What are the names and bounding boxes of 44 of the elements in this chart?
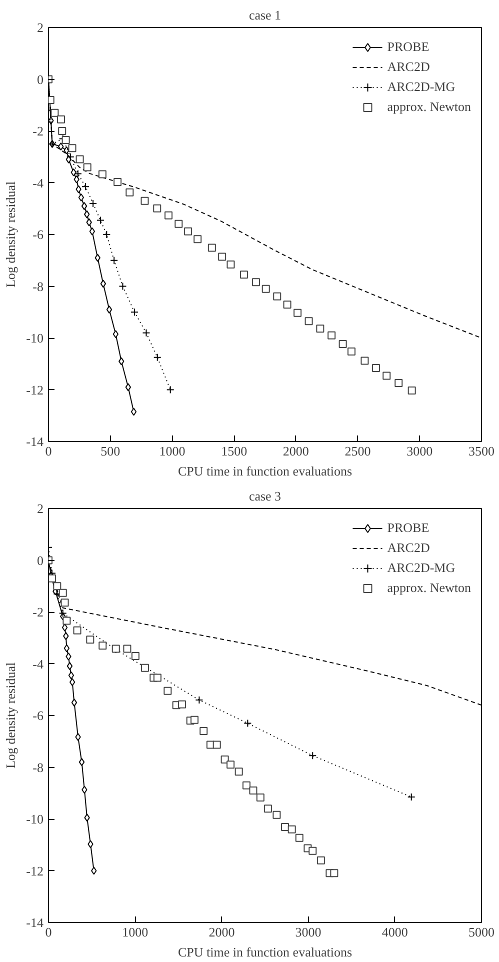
y-tick-label: -12 [26, 863, 44, 878]
y-tick-label: -8 [32, 278, 44, 294]
x-tick-label: 3000 [406, 444, 433, 458]
y-tick-label: -10 [26, 812, 44, 826]
legend-label: approx. Newton [387, 99, 471, 115]
y-tick-label: -4 [32, 175, 44, 190]
x-tick-label: 1000 [159, 444, 186, 458]
legend-label: ARC2D [387, 540, 430, 556]
legend-label: PROBE [387, 520, 430, 536]
y-tick-label: -14 [26, 434, 44, 449]
x-axis-title: CPU time in function evaluations [178, 464, 352, 478]
chart-title: case 1 [248, 8, 282, 22]
legend-label: approx. Newton [387, 580, 471, 596]
y-tick-label: -2 [32, 124, 44, 138]
y-axis-title: Log density residual [3, 662, 18, 769]
x-axis-title: CPU time in function evaluations [178, 944, 352, 960]
chart-title: case 3 [248, 488, 282, 504]
x-tick-label: 500 [100, 444, 120, 458]
y-tick-label: -8 [32, 760, 44, 775]
x-tick-label: 1500 [221, 444, 248, 458]
x-tick-label: 2500 [344, 444, 371, 458]
y-tick-label: 0 [37, 552, 44, 568]
x-tick-label: 3000 [295, 924, 322, 940]
legend-label: ARC2D-MG [387, 79, 456, 95]
y-tick-label: 2 [37, 20, 44, 35]
y-tick-label: -12 [26, 382, 44, 398]
x-tick-label: 4000 [382, 924, 408, 940]
legend-label: ARC2D [387, 59, 430, 75]
y-tick-label: -6 [32, 708, 44, 723]
legend-label: PROBE [387, 39, 430, 55]
x-tick-label: 2000 [208, 924, 235, 940]
y-tick-label: -2 [32, 604, 44, 620]
x-tick-label: 5000 [468, 924, 494, 940]
legend-label: ARC2D-MG [387, 560, 456, 576]
y-axis-title: Log density residual [3, 181, 18, 288]
y-tick-label: -4 [32, 656, 44, 672]
y-tick-label: 2 [37, 501, 44, 516]
x-tick-label: 3500 [468, 444, 494, 458]
y-tick-label: 0 [37, 72, 44, 87]
y-tick-label: -14 [26, 915, 44, 930]
x-tick-label: 2000 [282, 444, 309, 458]
y-tick-label: -6 [32, 227, 44, 242]
y-tick-label: -10 [26, 330, 44, 346]
x-tick-label: 1000 [122, 924, 148, 940]
